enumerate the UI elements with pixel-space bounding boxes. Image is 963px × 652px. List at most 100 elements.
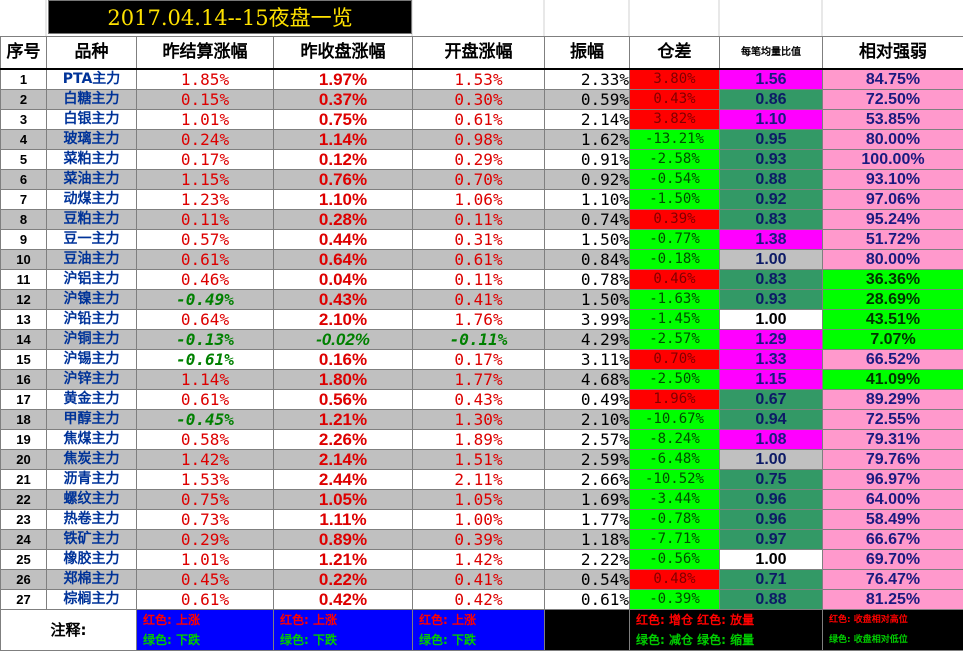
row-strength[interactable]: 80.00% <box>822 249 963 270</box>
row-open-change[interactable]: 1.00% <box>412 509 545 530</box>
legend-close[interactable]: 红色: 上涨 绿色: 下跌 <box>273 609 413 651</box>
row-avg-ratio[interactable]: 0.96 <box>719 509 823 530</box>
row-close-change[interactable]: 1.05% <box>273 489 413 510</box>
row-close-change[interactable]: 0.76% <box>273 169 413 190</box>
row-strength[interactable]: 66.67% <box>822 529 963 550</box>
row-instrument[interactable]: 沪镍主力 <box>46 289 137 310</box>
row-open-change[interactable]: 0.31% <box>412 229 545 250</box>
row-close-change[interactable]: 0.12% <box>273 149 413 170</box>
row-open-change[interactable]: 2.11% <box>412 469 545 490</box>
row-settle-change[interactable]: 0.46% <box>136 269 274 290</box>
col-header-open-change[interactable]: 开盘涨幅 <box>412 36 545 70</box>
row-strength[interactable]: 79.76% <box>822 449 963 470</box>
row-avg-ratio[interactable]: 1.15 <box>719 369 823 390</box>
row-strength[interactable]: 64.00% <box>822 489 963 510</box>
row-strength[interactable]: 95.24% <box>822 209 963 230</box>
row-amplitude[interactable]: 0.49% <box>544 389 630 410</box>
row-avg-ratio[interactable]: 1.38 <box>719 229 823 250</box>
row-strength[interactable]: 72.55% <box>822 409 963 430</box>
row-settle-change[interactable]: 0.24% <box>136 129 274 150</box>
row-oi-diff[interactable]: -1.45% <box>629 309 720 330</box>
row-instrument[interactable]: 甲醇主力 <box>46 409 137 430</box>
row-index[interactable]: 23 <box>0 509 47 530</box>
row-oi-diff[interactable]: 0.39% <box>629 209 720 230</box>
row-amplitude[interactable]: 0.74% <box>544 209 630 230</box>
row-oi-diff[interactable]: 3.80% <box>629 68 720 90</box>
row-avg-ratio[interactable]: 1.08 <box>719 429 823 450</box>
row-settle-change[interactable]: 1.23% <box>136 189 274 210</box>
row-instrument[interactable]: 橡胶主力 <box>46 549 137 570</box>
row-strength[interactable]: 53.85% <box>822 109 963 130</box>
row-avg-ratio[interactable]: 0.88 <box>719 169 823 190</box>
table-row[interactable]: 8 豆粕主力 0.11% 0.28% 0.11% 0.74% 0.39% 0.83 95.24% <box>0 209 963 230</box>
row-amplitude[interactable]: 0.59% <box>544 89 630 110</box>
col-header-amplitude[interactable]: 振幅 <box>544 36 630 70</box>
table-row[interactable]: 4 玻璃主力 0.24% 1.14% 0.98% 1.62% -13.21% 0.95 80.0… <box>0 129 963 150</box>
row-avg-ratio[interactable]: 0.86 <box>719 89 823 110</box>
row-settle-change[interactable]: 0.45% <box>136 569 274 590</box>
row-amplitude[interactable]: 2.66% <box>544 469 630 490</box>
row-instrument[interactable]: 白糖主力 <box>46 89 137 110</box>
row-close-change[interactable]: 1.97% <box>273 68 413 90</box>
row-amplitude[interactable]: 1.18% <box>544 529 630 550</box>
col-header-name[interactable]: 品种 <box>46 36 137 70</box>
row-strength[interactable]: 100.00% <box>822 149 963 170</box>
row-avg-ratio[interactable]: 0.97 <box>719 529 823 550</box>
row-instrument[interactable]: 热卷主力 <box>46 509 137 530</box>
row-avg-ratio[interactable]: 0.88 <box>719 589 823 610</box>
row-avg-ratio[interactable]: 0.67 <box>719 389 823 410</box>
row-open-change[interactable]: 0.39% <box>412 529 545 550</box>
row-amplitude[interactable]: 3.11% <box>544 349 630 370</box>
table-row[interactable]: 22 螺纹主力 0.75% 1.05% 1.05% 1.69% -3.44% 0.96 64.0… <box>0 489 963 510</box>
row-instrument[interactable]: 沪锡主力 <box>46 349 137 370</box>
row-close-change[interactable]: 0.37% <box>273 89 413 110</box>
row-index[interactable]: 18 <box>0 409 47 430</box>
col-header-idx[interactable]: 序号 <box>0 36 47 70</box>
row-close-change[interactable]: 1.11% <box>273 509 413 530</box>
row-amplitude[interactable]: 4.68% <box>544 369 630 390</box>
row-open-change[interactable]: 0.17% <box>412 349 545 370</box>
row-settle-change[interactable]: 1.53% <box>136 469 274 490</box>
row-settle-change[interactable]: -0.45% <box>136 409 274 430</box>
row-index[interactable]: 20 <box>0 449 47 470</box>
row-oi-diff[interactable]: -2.50% <box>629 369 720 390</box>
row-close-change[interactable]: 1.21% <box>273 409 413 430</box>
row-oi-diff[interactable]: -0.78% <box>629 509 720 530</box>
row-amplitude[interactable]: 0.54% <box>544 569 630 590</box>
table-row[interactable]: 21 沥青主力 1.53% 2.44% 2.11% 2.66% -10.52% 0.75 96.… <box>0 469 963 490</box>
row-amplitude[interactable]: 2.59% <box>544 449 630 470</box>
row-avg-ratio[interactable]: 0.94 <box>719 409 823 430</box>
row-strength[interactable]: 28.69% <box>822 289 963 310</box>
row-oi-diff[interactable]: -1.50% <box>629 189 720 210</box>
row-oi-diff[interactable]: 1.96% <box>629 389 720 410</box>
row-close-change[interactable]: 2.14% <box>273 449 413 470</box>
row-close-change[interactable]: 0.89% <box>273 529 413 550</box>
row-oi-diff[interactable]: -8.24% <box>629 429 720 450</box>
row-close-change[interactable]: 2.44% <box>273 469 413 490</box>
row-avg-ratio[interactable]: 1.00 <box>719 249 823 270</box>
row-close-change[interactable]: 1.80% <box>273 369 413 390</box>
row-index[interactable]: 26 <box>0 569 47 590</box>
col-header-oi-diff[interactable]: 仓差 <box>629 36 720 70</box>
row-avg-ratio[interactable]: 0.95 <box>719 129 823 150</box>
row-index[interactable]: 4 <box>0 129 47 150</box>
col-header-strength[interactable]: 相对强弱 <box>822 36 963 70</box>
table-row[interactable]: 19 焦煤主力 0.58% 2.26% 1.89% 2.57% -8.24% 1.08 79.3… <box>0 429 963 450</box>
row-settle-change[interactable]: 0.73% <box>136 509 274 530</box>
row-oi-diff[interactable]: -7.71% <box>629 529 720 550</box>
row-settle-change[interactable]: 0.61% <box>136 589 274 610</box>
row-settle-change[interactable]: 0.17% <box>136 149 274 170</box>
table-row[interactable]: 24 铁矿主力 0.29% 0.89% 0.39% 1.18% -7.71% 0.97 66.6… <box>0 529 963 550</box>
row-strength[interactable]: 96.97% <box>822 469 963 490</box>
legend-settle[interactable]: 红色: 上涨 绿色: 下跌 <box>136 609 274 651</box>
row-settle-change[interactable]: -0.49% <box>136 289 274 310</box>
row-strength[interactable]: 79.31% <box>822 429 963 450</box>
row-settle-change[interactable]: 1.01% <box>136 109 274 130</box>
row-close-change[interactable]: 0.04% <box>273 269 413 290</box>
col-header-settle-change[interactable]: 昨结算涨幅 <box>136 36 274 70</box>
row-index[interactable]: 14 <box>0 329 47 350</box>
row-oi-diff[interactable]: -2.58% <box>629 149 720 170</box>
row-open-change[interactable]: 0.61% <box>412 249 545 270</box>
col-header-avg-ratio[interactable]: 每笔均量比值 <box>719 36 823 70</box>
row-open-change[interactable]: 0.11% <box>412 209 545 230</box>
